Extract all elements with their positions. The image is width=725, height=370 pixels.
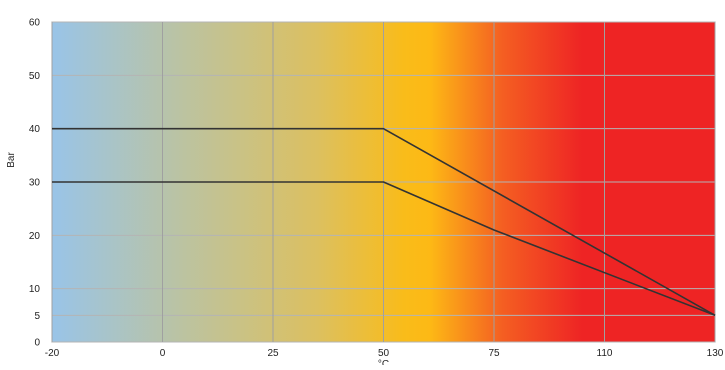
y-tick-label: 5 (34, 311, 40, 322)
x-tick-label: -20 (45, 348, 60, 359)
x-tick-label: 25 (267, 348, 279, 359)
y-axis-ticks: 0 5 10 20 30 40 50 60 (29, 18, 41, 349)
y-tick-label: 0 (34, 338, 40, 349)
x-tick-label: 110 (597, 348, 613, 359)
y-tick-label: 40 (29, 124, 41, 135)
y-tick-label: 50 (29, 71, 41, 82)
x-tick-label: 75 (488, 348, 500, 359)
y-tick-label: 10 (29, 284, 41, 295)
y-tick-label: 30 (29, 178, 41, 189)
y-axis-label: Bar (6, 152, 17, 168)
series-lines (52, 127, 716, 317)
x-axis-label: °C (378, 359, 389, 365)
y-tick-label: 20 (29, 231, 41, 242)
series-line-2 (52, 181, 716, 317)
x-axis-ticks: -20 0 25 50 75 110 130 (45, 348, 724, 359)
y-tick-label: 60 (29, 18, 41, 29)
x-tick-label: 50 (378, 348, 390, 359)
series-line-1 (52, 127, 716, 316)
x-tick-label: 0 (160, 348, 166, 359)
x-tick-label: 130 (707, 348, 724, 359)
